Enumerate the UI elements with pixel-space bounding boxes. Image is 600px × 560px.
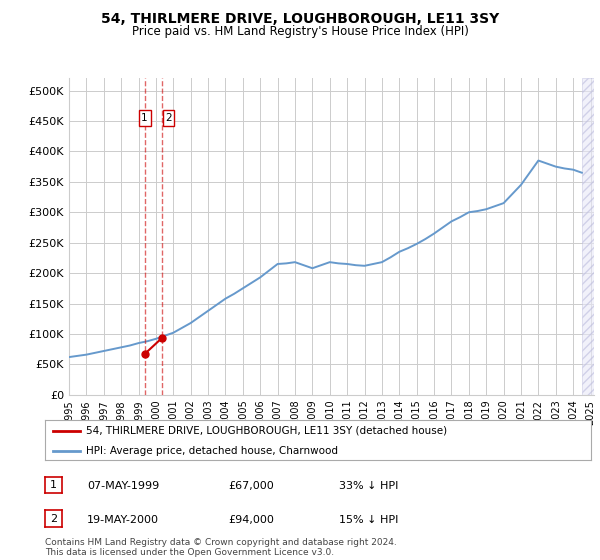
Text: 33% ↓ HPI: 33% ↓ HPI	[339, 481, 398, 491]
Text: HPI: Average price, detached house, Charnwood: HPI: Average price, detached house, Char…	[86, 446, 338, 456]
Text: £67,000: £67,000	[228, 481, 274, 491]
Text: 1: 1	[50, 480, 57, 490]
Text: Price paid vs. HM Land Registry's House Price Index (HPI): Price paid vs. HM Land Registry's House …	[131, 25, 469, 38]
Text: 19-MAY-2000: 19-MAY-2000	[87, 515, 159, 525]
Text: 54, THIRLMERE DRIVE, LOUGHBOROUGH, LE11 3SY (detached house): 54, THIRLMERE DRIVE, LOUGHBOROUGH, LE11 …	[86, 426, 447, 436]
Text: 54, THIRLMERE DRIVE, LOUGHBOROUGH, LE11 3SY: 54, THIRLMERE DRIVE, LOUGHBOROUGH, LE11 …	[101, 12, 499, 26]
Text: Contains HM Land Registry data © Crown copyright and database right 2024.
This d: Contains HM Land Registry data © Crown c…	[45, 538, 397, 557]
Bar	[582, 78, 594, 395]
Text: 2: 2	[165, 113, 172, 123]
Text: 07-MAY-1999: 07-MAY-1999	[87, 481, 159, 491]
Text: £94,000: £94,000	[228, 515, 274, 525]
Text: 15% ↓ HPI: 15% ↓ HPI	[339, 515, 398, 525]
Text: 2: 2	[50, 514, 57, 524]
Text: 1: 1	[142, 113, 148, 123]
